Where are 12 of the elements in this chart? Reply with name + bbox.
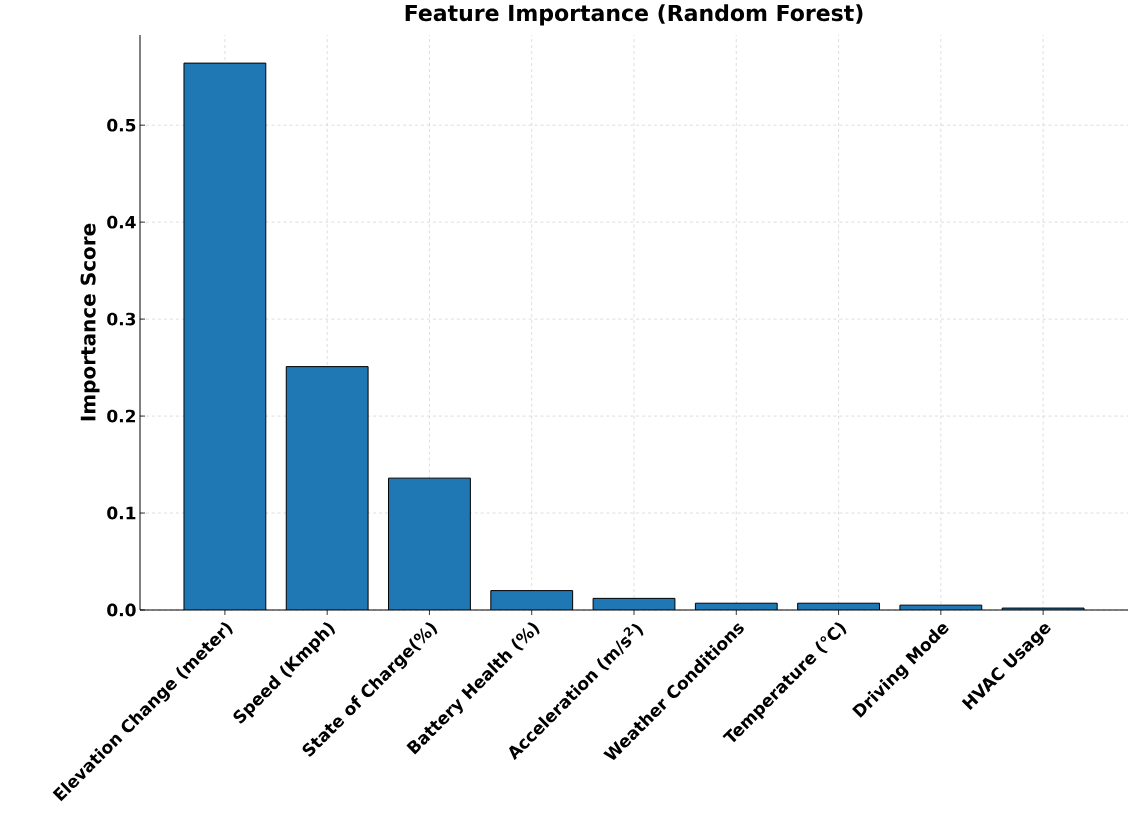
y-tick-label: 0.4 <box>107 215 136 229</box>
bar <box>183 63 266 610</box>
y-tick-label: 0.0 <box>107 603 136 617</box>
y-tick-label: 0.3 <box>107 312 136 326</box>
y-axis-title: Importance Score <box>80 223 100 421</box>
chart-title: Feature Importance (Random Forest) <box>405 4 863 26</box>
bar <box>490 590 573 610</box>
y-tick-label: 0.5 <box>107 118 136 132</box>
y-tick-label: 0.1 <box>107 506 136 520</box>
bar <box>388 478 471 610</box>
y-tick-label: 0.2 <box>107 409 135 423</box>
bar <box>286 366 369 610</box>
